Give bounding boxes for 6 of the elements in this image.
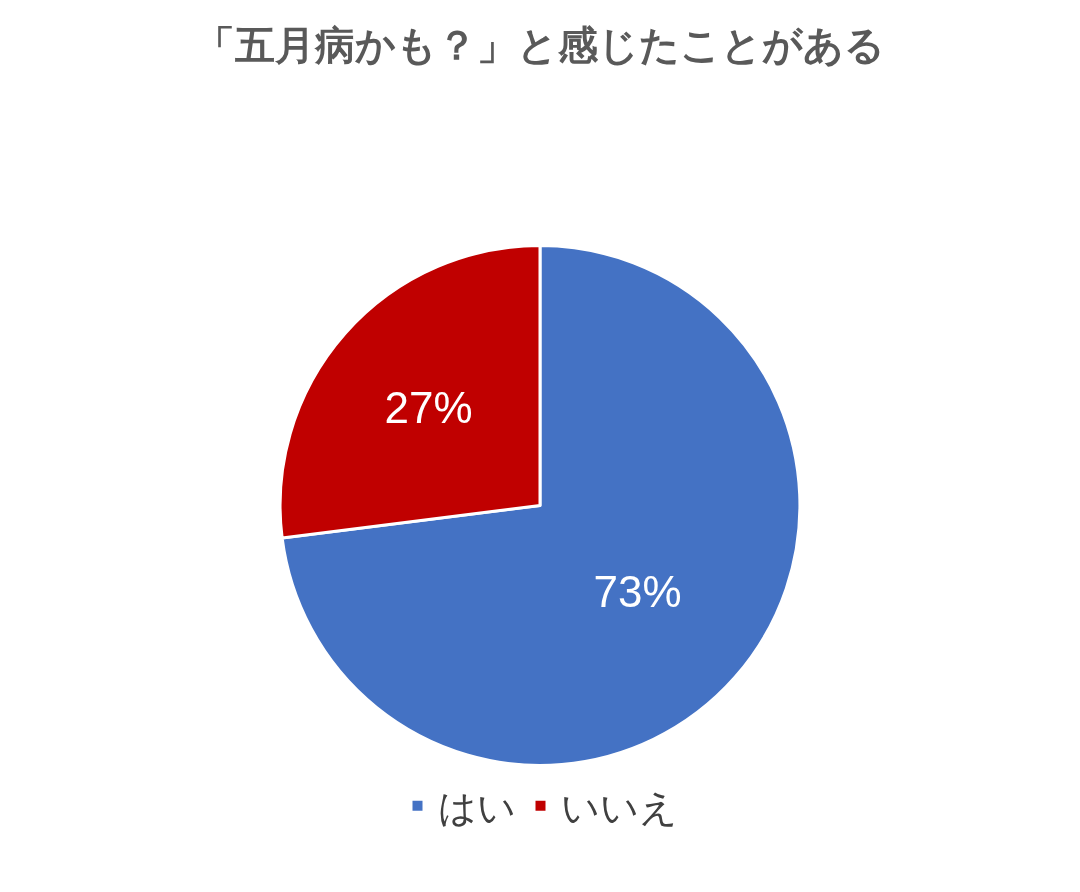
legend-label: はい — [437, 785, 516, 830]
data-label: 27% — [384, 382, 473, 432]
pie-slice — [280, 244, 802, 767]
legend-label: いいえ — [560, 785, 678, 830]
data-label: 73% — [593, 566, 682, 616]
chart-title: 「五月病かも？」と感じたことがある — [195, 21, 885, 68]
